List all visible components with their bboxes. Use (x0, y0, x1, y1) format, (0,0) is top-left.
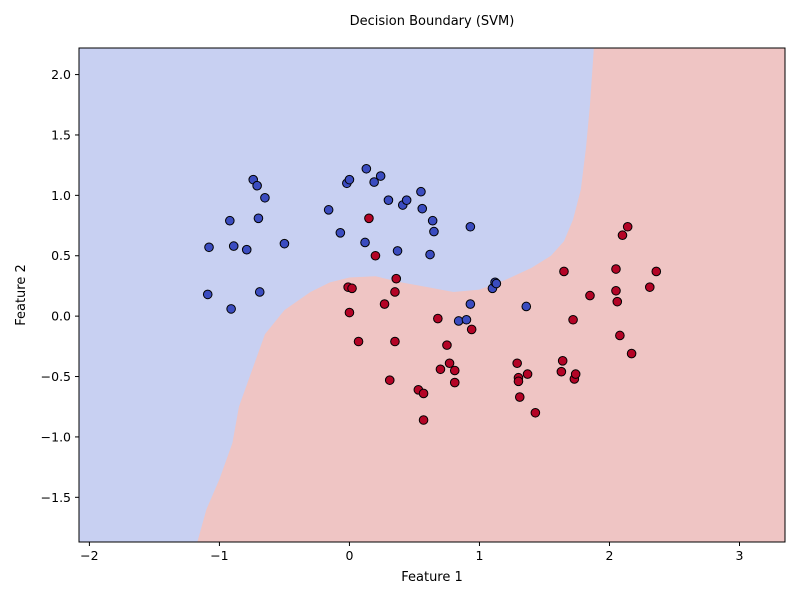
data-point-class1-6 (390, 287, 400, 297)
data-point-class0-4 (226, 304, 236, 314)
data-point-class0-20 (383, 195, 394, 205)
data-point-class0-25 (417, 203, 428, 214)
x-axis-label: Feature 1 (401, 570, 463, 585)
y-tick-label: 1.0 (51, 188, 71, 203)
data-point-class0-17 (369, 177, 379, 187)
data-point-class0-26 (427, 215, 438, 226)
data-point-class1-18 (418, 388, 429, 399)
data-point-class0-3 (228, 241, 239, 251)
x-tick-label: −1 (210, 548, 228, 563)
x-tick-label: 0 (345, 548, 353, 563)
data-point-class1-11 (442, 340, 452, 350)
data-point-class0-33 (465, 299, 476, 309)
data-point-class1-23 (513, 376, 524, 387)
x-axis: −2 −1 0 1 2 3 (80, 542, 743, 563)
data-point-class0-29 (465, 221, 476, 232)
y-axis: −1.5 −1.0 −0.5 0.0 0.5 1.0 1.5 2.0 (41, 67, 79, 505)
y-tick-label: 0.5 (51, 248, 71, 263)
data-point-class1-25 (514, 392, 525, 402)
data-point-class1-9 (390, 336, 400, 347)
data-point-class1-39 (622, 221, 633, 232)
data-point-class1-42 (651, 266, 662, 277)
data-point-class0-18 (375, 171, 386, 181)
data-point-class0-24 (416, 186, 426, 197)
y-axis-label: Feature 2 (14, 264, 29, 326)
data-point-class1-4 (344, 307, 355, 318)
data-point-class0-0 (204, 242, 214, 253)
data-point-class1-8 (353, 336, 364, 347)
data-point-class1-41 (644, 282, 655, 292)
data-point-class0-15 (344, 174, 355, 185)
y-tick-label: 0.0 (51, 309, 71, 324)
x-tick-label: 2 (605, 548, 613, 563)
data-point-class0-1 (202, 289, 213, 300)
data-point-class1-19 (418, 415, 429, 425)
class1-region (197, 48, 785, 542)
data-point-class1-27 (557, 356, 568, 366)
data-point-class1-26 (530, 407, 541, 418)
data-point-class1-14 (435, 364, 446, 375)
data-point-class1-20 (466, 324, 477, 335)
data-point-class0-7 (252, 180, 262, 191)
plot-area (79, 48, 785, 542)
y-tick-label: 1.5 (51, 127, 71, 142)
data-point-class1-5 (379, 299, 390, 309)
data-point-class0-28 (425, 249, 435, 260)
x-tick-label: −2 (80, 548, 98, 563)
data-point-class1-3 (347, 283, 357, 294)
data-point-class1-12 (444, 358, 455, 369)
data-point-class0-34 (453, 316, 464, 326)
data-point-class1-24 (522, 369, 533, 379)
y-tick-label: −1.5 (41, 490, 71, 505)
data-point-class1-10 (433, 313, 443, 324)
data-point-class1-34 (611, 264, 621, 274)
y-tick-label: 2.0 (51, 67, 71, 82)
data-point-class1-37 (615, 330, 625, 341)
x-tick-label: 1 (475, 548, 483, 563)
data-point-class1-32 (559, 266, 569, 277)
data-point-class1-13 (449, 365, 460, 376)
data-point-class1-1 (370, 250, 381, 261)
data-point-class1-28 (556, 366, 567, 377)
data-point-class1-7 (391, 273, 402, 284)
y-tick-label: −0.5 (41, 369, 71, 384)
y-tick-label: −1.0 (41, 429, 71, 444)
data-point-class1-35 (611, 285, 621, 296)
data-point-class1-0 (364, 213, 374, 224)
data-point-class0-21 (392, 246, 403, 256)
data-point-class1-21 (512, 358, 522, 369)
scatter-points (202, 163, 662, 425)
data-point-class0-5 (241, 244, 252, 255)
plot-frame (78, 47, 786, 543)
data-point-class0-9 (254, 287, 265, 297)
data-point-class0-32 (491, 278, 502, 289)
data-point-class0-10 (260, 192, 270, 203)
data-point-class1-38 (617, 230, 628, 241)
data-point-class1-16 (384, 375, 395, 385)
chart-title: Decision Boundary (SVM) (350, 14, 515, 29)
data-point-class0-19 (360, 237, 370, 248)
data-point-class0-35 (461, 314, 472, 325)
data-point-class0-8 (253, 213, 264, 224)
data-point-class1-33 (585, 290, 595, 301)
data-point-class1-15 (449, 377, 460, 388)
data-point-class0-11 (279, 238, 290, 249)
data-point-class1-30 (570, 369, 581, 379)
data-point-class0-27 (429, 226, 439, 237)
data-point-class1-36 (612, 296, 623, 307)
data-point-class0-12 (323, 205, 334, 215)
data-point-class0-2 (225, 215, 235, 226)
x-tick-label: 3 (736, 548, 744, 563)
data-point-class0-23 (401, 195, 412, 205)
data-point-class0-13 (335, 227, 346, 238)
data-point-class0-16 (361, 163, 372, 174)
data-point-class0-36 (521, 301, 532, 312)
data-point-class1-40 (626, 348, 637, 359)
data-point-class1-31 (568, 314, 578, 325)
